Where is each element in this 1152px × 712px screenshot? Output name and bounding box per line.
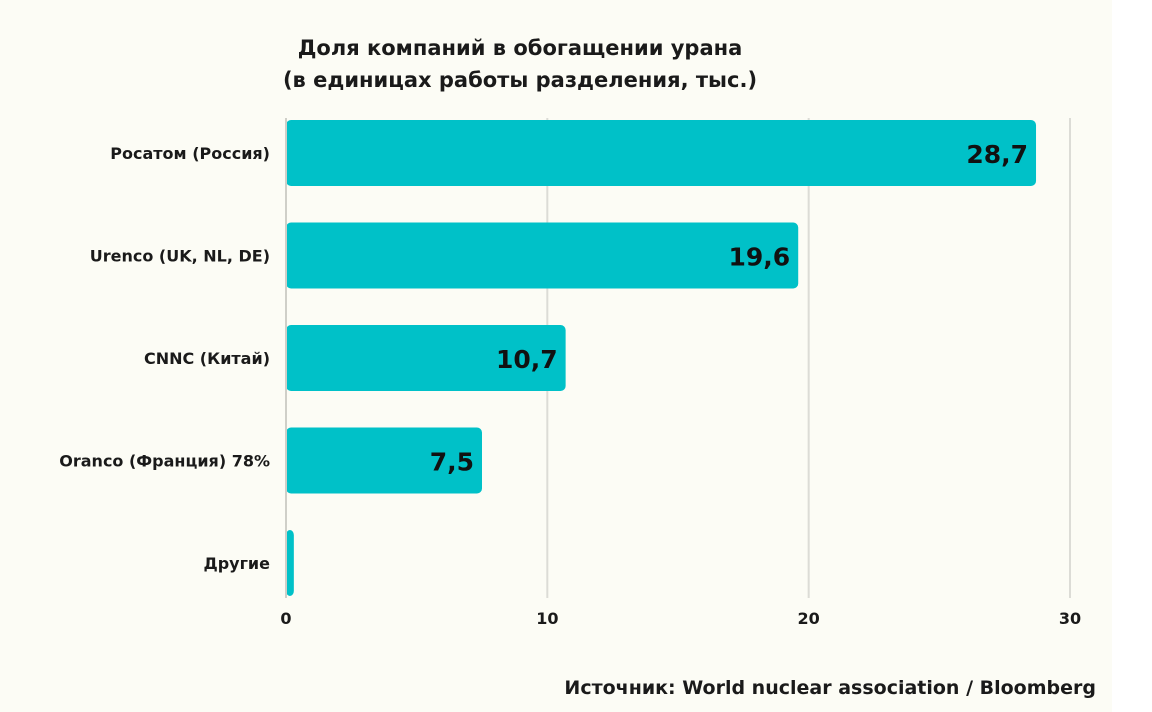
chart-subtitle: (в единицах работы разделения, тыс.): [282, 68, 758, 92]
data-label: 7,5: [430, 448, 474, 477]
bar: [286, 530, 294, 596]
category-label: Urenco (UK, NL, DE): [90, 247, 270, 266]
category-label: Росатом (Россия): [110, 144, 270, 163]
category-label: CNNC (Китай): [144, 349, 270, 368]
data-label: 28,7: [966, 140, 1028, 169]
bar: [286, 427, 482, 494]
bar: [286, 120, 1037, 186]
x-tick-label: 0: [280, 609, 291, 628]
bar: [286, 325, 566, 391]
data-label: 19,6: [729, 243, 791, 272]
x-tick-label: 30: [1059, 609, 1081, 628]
x-tick-label: 20: [798, 609, 820, 628]
category-label: Другие: [203, 554, 270, 573]
data-label: 10,7: [496, 345, 558, 374]
bar: [286, 222, 799, 289]
x-tick-label: 10: [536, 609, 558, 628]
source-note: Источник: World nuclear association / Bl…: [564, 677, 1096, 699]
category-label: Orancо (Франция) 78%: [59, 452, 270, 471]
bar-chart: 0 10 20 30 Росатом (Россия) 28,7 Urenco (UK, N…: [59, 118, 1081, 628]
chart-title-block: Доля компаний в обогащении урана (в един…: [190, 32, 850, 96]
chart-title: Доля компаний в обогащении урана: [297, 36, 743, 60]
